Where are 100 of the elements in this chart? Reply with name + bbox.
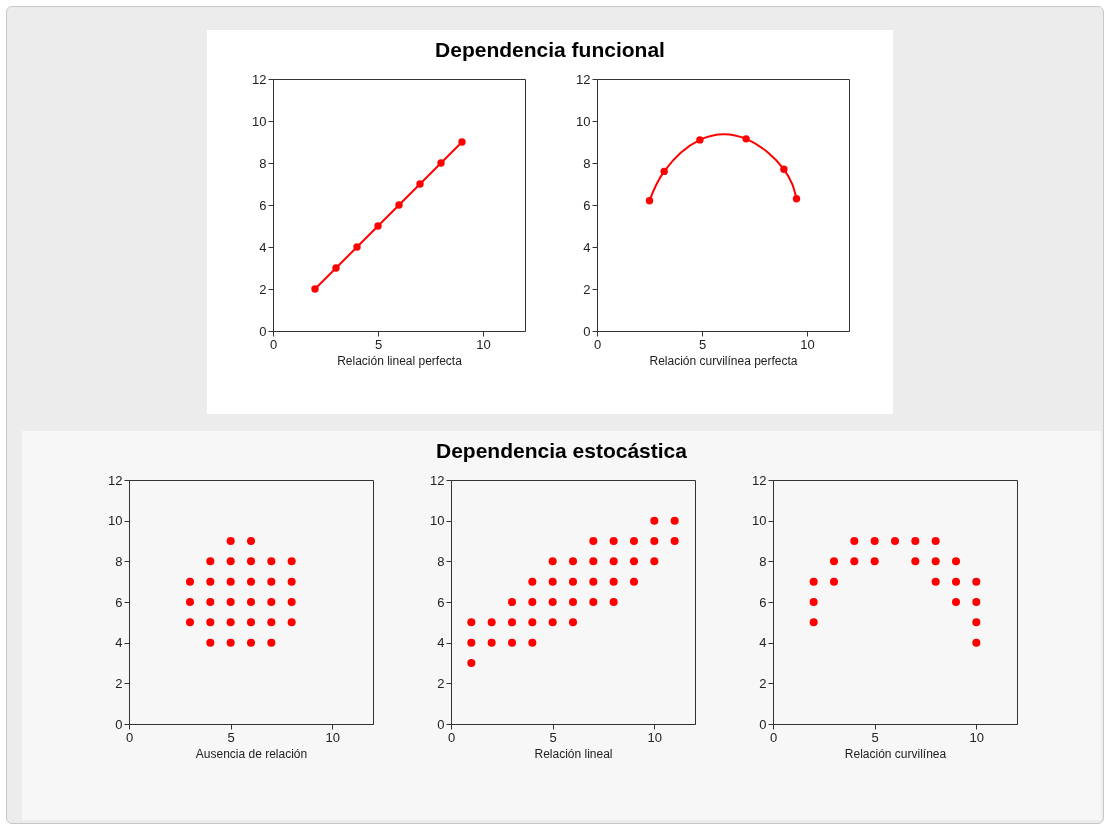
y-tick-label: 8 bbox=[583, 155, 591, 171]
point bbox=[205, 638, 214, 647]
point bbox=[548, 577, 557, 586]
point bbox=[226, 597, 235, 607]
point bbox=[568, 597, 577, 607]
point bbox=[507, 618, 516, 627]
y-tick-label: 4 bbox=[758, 635, 766, 651]
point bbox=[507, 638, 516, 647]
point bbox=[660, 167, 668, 176]
point bbox=[266, 618, 275, 627]
point bbox=[629, 536, 638, 546]
point bbox=[185, 618, 194, 627]
y-tick-label: 10 bbox=[107, 513, 122, 529]
point bbox=[437, 159, 445, 167]
point bbox=[266, 638, 275, 647]
point bbox=[246, 618, 255, 627]
point bbox=[246, 638, 255, 647]
y-tick-label: 4 bbox=[583, 239, 591, 255]
y-tick-label: 12 bbox=[107, 472, 122, 488]
point bbox=[226, 536, 235, 546]
y-tick-label: 10 bbox=[252, 113, 267, 129]
x-axis-title: Relación curvilínea bbox=[844, 746, 947, 761]
point bbox=[548, 597, 557, 607]
y-tick-label: 8 bbox=[114, 553, 122, 569]
y-tick-label: 0 bbox=[114, 716, 122, 732]
point bbox=[971, 577, 980, 586]
x-tick-label: 10 bbox=[647, 729, 662, 745]
point bbox=[458, 138, 466, 146]
point bbox=[645, 197, 654, 205]
point bbox=[931, 557, 940, 566]
point bbox=[829, 557, 838, 566]
point bbox=[588, 557, 597, 566]
y-tick-label: 4 bbox=[436, 635, 444, 651]
point bbox=[568, 557, 577, 566]
y-tick-label: 2 bbox=[436, 675, 444, 691]
point bbox=[629, 557, 638, 566]
x-tick-label: 5 bbox=[374, 336, 383, 352]
point bbox=[226, 577, 235, 586]
point bbox=[780, 165, 788, 173]
y-tick-label: 10 bbox=[751, 513, 766, 529]
point bbox=[205, 557, 214, 566]
y-tick-label: 4 bbox=[259, 239, 267, 255]
point bbox=[185, 577, 194, 586]
point bbox=[266, 577, 275, 586]
point bbox=[416, 180, 424, 188]
y-tick-label: 10 bbox=[576, 113, 591, 129]
x-tick-label: 0 bbox=[447, 729, 455, 745]
x-tick-label: 5 bbox=[698, 336, 707, 352]
point bbox=[951, 577, 960, 586]
point bbox=[809, 577, 818, 586]
point bbox=[185, 597, 194, 607]
point bbox=[527, 597, 536, 607]
point bbox=[527, 577, 536, 586]
point bbox=[332, 264, 340, 272]
y-tick-label: 2 bbox=[259, 281, 267, 297]
x-tick-label: 5 bbox=[227, 729, 235, 745]
point bbox=[609, 597, 618, 607]
point bbox=[287, 557, 296, 566]
point bbox=[742, 135, 750, 143]
point bbox=[287, 618, 296, 627]
point bbox=[670, 536, 679, 546]
point bbox=[971, 597, 980, 607]
point bbox=[809, 618, 818, 627]
x-axis-title: Ausencia de relación bbox=[195, 746, 307, 761]
point bbox=[609, 577, 618, 586]
point bbox=[951, 557, 960, 566]
y-tick-label: 10 bbox=[429, 513, 444, 529]
x-tick-label: 0 bbox=[769, 729, 777, 745]
point bbox=[527, 638, 536, 647]
point bbox=[205, 577, 214, 586]
point bbox=[205, 597, 214, 607]
x-tick-label: 10 bbox=[800, 336, 815, 352]
point bbox=[849, 536, 858, 546]
y-tick-label: 2 bbox=[758, 675, 766, 691]
point bbox=[466, 638, 475, 647]
point bbox=[548, 618, 557, 627]
y-tick-label: 8 bbox=[436, 553, 444, 569]
point bbox=[487, 618, 496, 627]
point bbox=[246, 536, 255, 546]
point bbox=[588, 597, 597, 607]
y-tick-label: 12 bbox=[429, 472, 444, 488]
x-axis-title: Relación curvilínea perfecta bbox=[649, 353, 798, 368]
point bbox=[466, 658, 475, 668]
point bbox=[466, 618, 475, 627]
point bbox=[609, 557, 618, 566]
point bbox=[696, 136, 704, 144]
y-tick-label: 0 bbox=[758, 716, 766, 732]
point bbox=[487, 638, 496, 647]
chart-title: Dependencia estocástica bbox=[435, 438, 688, 464]
y-tick-label: 6 bbox=[259, 197, 267, 213]
point bbox=[649, 536, 658, 546]
y-tick-label: 4 bbox=[114, 635, 122, 651]
point bbox=[311, 285, 319, 293]
x-tick-label: 5 bbox=[871, 729, 879, 745]
y-tick-label: 6 bbox=[583, 197, 591, 213]
point bbox=[670, 516, 679, 525]
x-tick-label: 10 bbox=[969, 729, 984, 745]
point bbox=[527, 618, 536, 627]
point bbox=[226, 618, 235, 627]
point bbox=[205, 618, 214, 627]
